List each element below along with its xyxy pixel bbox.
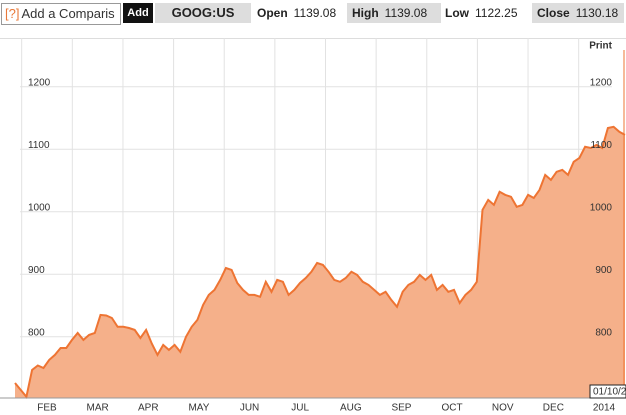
comparison-input[interactable]: [?] Add a Comparis — [1, 3, 121, 25]
x-tick-label: DEC — [543, 403, 564, 414]
quote: Low 1122.25 — [440, 3, 534, 23]
quote: High 1139.08 — [347, 3, 441, 23]
x-tick-label: FEB — [37, 403, 57, 414]
y-tick-label-right: 1000 — [590, 202, 613, 213]
quote-value: 1130.18 — [575, 6, 619, 20]
y-tick-label: 1000 — [28, 202, 51, 213]
x-tick-label: SEP — [391, 403, 411, 414]
toolbar: [?] Add a Comparis Add GOOG:US Open 1139.0… — [0, 0, 626, 28]
x-tick-label: MAY — [188, 403, 209, 414]
x-tick-label: 2014 — [593, 403, 616, 414]
symbol: GOOG:US — [155, 3, 251, 23]
add-button[interactable]: Add — [123, 3, 153, 23]
print-link[interactable]: Print — [589, 41, 612, 52]
help-link[interactable]: [?] — [5, 6, 20, 21]
quote-label: Open — [257, 6, 288, 20]
quote-value: 1122.25 — [475, 6, 518, 20]
quote-label: Close — [537, 6, 570, 20]
y-tick-label: 1100 — [28, 140, 50, 151]
x-tick-label: MAR — [87, 403, 109, 414]
quote-label: Low — [445, 6, 469, 20]
y-tick-label: 800 — [28, 327, 45, 338]
x-tick-label: AUG — [340, 403, 362, 414]
quote-value: 1139.08 — [384, 6, 428, 20]
y-tick-label-right: 900 — [595, 265, 612, 276]
x-tick-label: JUL — [291, 403, 309, 414]
y-tick-label-right: 1200 — [590, 77, 613, 88]
x-tick-label: NOV — [492, 403, 514, 414]
area — [15, 126, 625, 399]
y-tick-label: 1200 — [28, 77, 51, 88]
quote: Close 1130.18 — [532, 3, 624, 23]
quote-value: 1139.08 — [293, 6, 337, 20]
y-tick-label-right: 1100 — [590, 140, 612, 151]
y-tick-label-right: 800 — [595, 327, 612, 338]
chart-border — [0, 38, 626, 39]
x-tick-label: APR — [138, 403, 159, 414]
cursor-date-box — [589, 384, 626, 399]
line — [14, 125, 626, 400]
quote-label: High — [352, 6, 379, 20]
cursor-date: 01/10/2 — [593, 387, 626, 398]
x-tick-label: OCT — [442, 403, 463, 414]
y-tick-label: 900 — [28, 265, 45, 276]
quote: Open 1139.08 — [252, 3, 348, 23]
x-tick-label: JUN — [240, 403, 259, 414]
placeholder: Add a Comparis — [21, 6, 115, 21]
chart: Print FEB MAR APR MAY JUN JUL AUG SEP OCT NOV DEC 2… — [0, 38, 626, 414]
